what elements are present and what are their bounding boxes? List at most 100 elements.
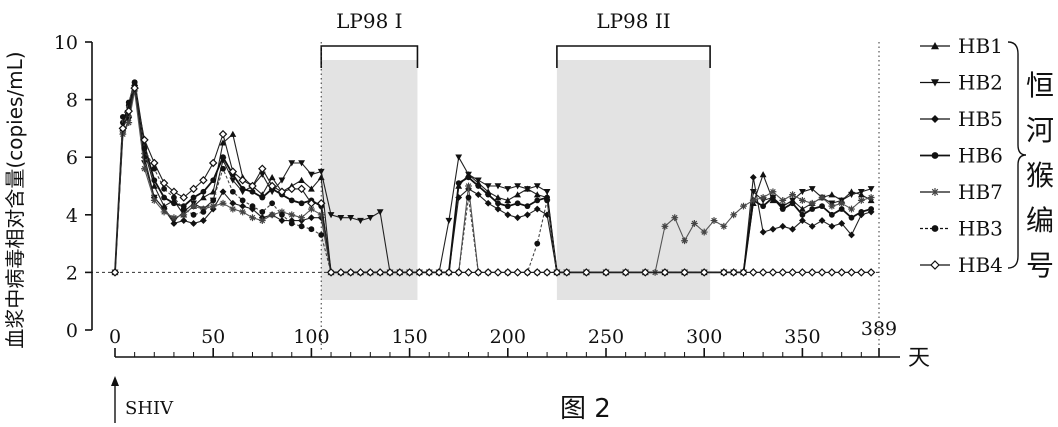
point-HB5-67 bbox=[838, 220, 846, 227]
point-HB6-5 bbox=[151, 177, 158, 184]
legend-marker-HB4 bbox=[930, 260, 940, 270]
point-HB5-10 bbox=[199, 217, 207, 224]
point-HB5-60 bbox=[769, 225, 777, 233]
legend-marker-HB3 bbox=[931, 225, 939, 232]
treatment-shading bbox=[321, 60, 711, 300]
point-HB4-32 bbox=[415, 268, 424, 277]
point-HB4-39 bbox=[483, 268, 493, 277]
point-HB4-52 bbox=[660, 268, 670, 277]
point-HB6-44 bbox=[534, 197, 541, 204]
series-HB2 bbox=[111, 85, 875, 276]
point-HB7-19 bbox=[288, 211, 296, 219]
point-HB7-6 bbox=[160, 208, 168, 216]
x-tick-label-200: 200 bbox=[490, 326, 526, 348]
point-HB4-30 bbox=[395, 268, 405, 277]
point-HB1-21 bbox=[308, 185, 315, 192]
point-HB7-22 bbox=[317, 211, 325, 219]
point-HB7-54 bbox=[749, 197, 757, 204]
y-tick-label-4: 4 bbox=[66, 205, 78, 227]
legend-marker-HB5 bbox=[931, 115, 939, 123]
point-HB7-31 bbox=[465, 182, 472, 190]
point-HB6-62 bbox=[789, 200, 796, 207]
point-HB7-21 bbox=[308, 205, 315, 213]
point-HB7-46 bbox=[671, 214, 679, 222]
point-HB3-12 bbox=[220, 165, 226, 172]
point-HB4-25 bbox=[346, 268, 355, 277]
point-HB3-18 bbox=[279, 211, 285, 218]
point-HB1-10 bbox=[199, 194, 207, 201]
point-HB7-14 bbox=[239, 208, 247, 216]
point-HB6-20 bbox=[298, 200, 305, 207]
point-HB3-11 bbox=[210, 197, 217, 204]
legend-item-HB2: HB2 bbox=[920, 71, 1003, 95]
point-HB5-7 bbox=[170, 220, 178, 227]
point-HB4-2 bbox=[124, 106, 133, 116]
point-HB7-53 bbox=[740, 202, 747, 210]
point-HB7-20 bbox=[298, 214, 305, 222]
point-HB7-7 bbox=[170, 214, 178, 222]
point-HB3-10 bbox=[200, 209, 207, 215]
point-HB6-6 bbox=[161, 194, 167, 201]
series-line-HB6 bbox=[114, 82, 872, 274]
point-HB4-23 bbox=[326, 268, 336, 277]
point-HB4-55 bbox=[719, 268, 729, 277]
legend-label-HB4: HB4 bbox=[958, 253, 1003, 277]
x-tick-label-0: 0 bbox=[109, 326, 121, 348]
legend-brace bbox=[1007, 41, 1027, 269]
point-HB7-4 bbox=[141, 165, 148, 173]
point-HB5-38 bbox=[474, 191, 482, 199]
point-HB4-48 bbox=[582, 268, 591, 277]
point-HB6-7 bbox=[171, 200, 177, 207]
point-HB2-68 bbox=[848, 191, 855, 199]
series-HB5 bbox=[111, 81, 875, 276]
point-HB2-16 bbox=[258, 171, 266, 178]
point-HB5-62 bbox=[789, 225, 796, 233]
point-HB6-11 bbox=[210, 177, 217, 184]
point-HB1-42 bbox=[514, 191, 522, 198]
point-HB1-59 bbox=[759, 171, 767, 178]
point-HB4-69 bbox=[857, 268, 866, 277]
point-HB1-63 bbox=[799, 205, 806, 212]
point-HB6-64 bbox=[809, 206, 816, 212]
x-tick-label-350: 350 bbox=[784, 326, 820, 348]
point-HB6-16 bbox=[259, 194, 266, 201]
y-tick-label-0: 0 bbox=[66, 320, 78, 342]
point-HB6-38 bbox=[475, 183, 482, 189]
point-HB4-43 bbox=[523, 268, 532, 277]
point-HB3-19 bbox=[288, 220, 295, 227]
point-HB7-13 bbox=[229, 205, 237, 213]
point-HB4-6 bbox=[159, 178, 169, 188]
point-HB2-13 bbox=[229, 177, 237, 184]
point-HB1-20 bbox=[298, 176, 305, 183]
point-HB3-1 bbox=[119, 113, 126, 120]
y-tick-label-8: 8 bbox=[66, 90, 78, 112]
point-HB3-37 bbox=[465, 194, 472, 201]
point-HB7-47 bbox=[681, 237, 688, 245]
point-HB7-5 bbox=[150, 197, 158, 204]
point-HB4-61 bbox=[778, 268, 788, 277]
point-HB2-42 bbox=[514, 183, 522, 190]
legend-marker-HB7 bbox=[931, 188, 939, 196]
legend-label-HB6: HB6 bbox=[958, 144, 1003, 168]
point-HB2-69 bbox=[857, 189, 865, 196]
point-HB7-17 bbox=[268, 211, 276, 219]
legend-item-HB1: HB1 bbox=[920, 34, 1003, 58]
point-HB2-20 bbox=[298, 160, 305, 167]
point-HB5-59 bbox=[759, 228, 767, 236]
point-HB3-17 bbox=[269, 200, 276, 207]
point-HB3-6 bbox=[161, 185, 167, 192]
series-line-HB5 bbox=[114, 85, 872, 273]
legend-group-char-3: 编 bbox=[1026, 204, 1054, 237]
legend-label-HB2: HB2 bbox=[958, 71, 1003, 95]
point-HB4-18 bbox=[277, 187, 287, 197]
point-HB5-4 bbox=[141, 153, 148, 161]
point-HB2-35 bbox=[445, 217, 453, 224]
point-HB3-4 bbox=[141, 145, 148, 152]
point-HB7-63 bbox=[838, 199, 846, 207]
shiv-arrow-head bbox=[111, 376, 119, 386]
series-HB1 bbox=[111, 81, 875, 276]
x-tick-label-end: 389 bbox=[861, 318, 897, 340]
point-HB5-13 bbox=[229, 199, 237, 207]
point-HB4-7 bbox=[169, 187, 179, 197]
